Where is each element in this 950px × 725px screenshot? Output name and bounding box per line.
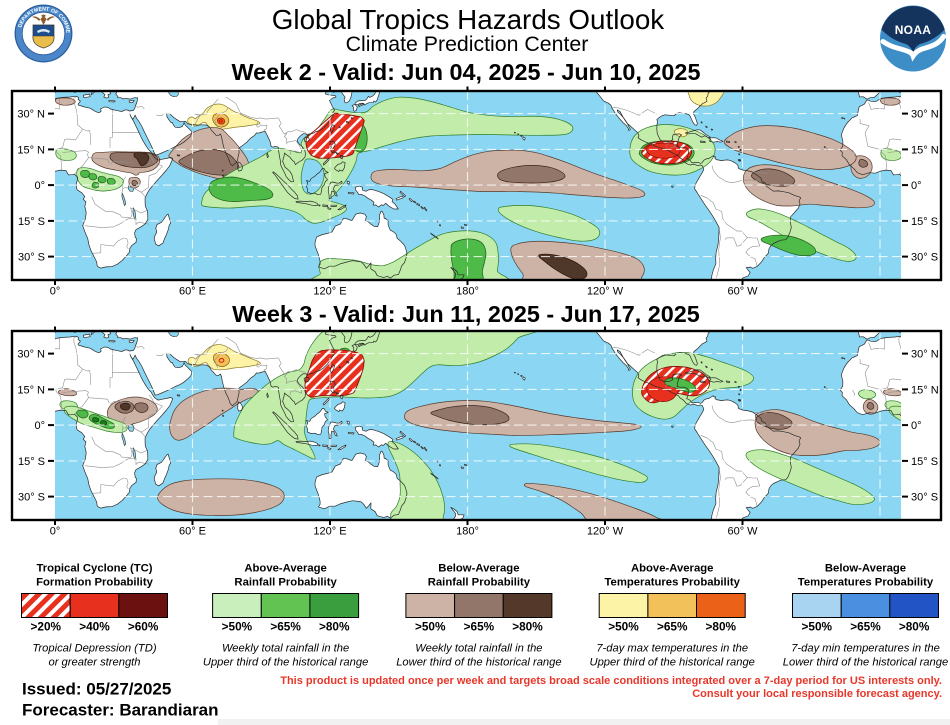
svg-text:120° E: 120° E — [313, 286, 346, 298]
svg-text:15° S: 15° S — [18, 456, 45, 468]
svg-text:60° E: 60° E — [179, 526, 206, 538]
svg-text:0°: 0° — [50, 286, 61, 298]
svg-text:Temperatures Probability: Temperatures Probability — [798, 577, 934, 589]
svg-text:120° W: 120° W — [587, 526, 624, 538]
svg-text:>65%: >65% — [270, 620, 301, 634]
svg-text:15° N: 15° N — [911, 384, 939, 396]
svg-text:Global Tropics Hazards Outlook: Global Tropics Hazards Outlook — [272, 4, 665, 35]
svg-text:0°: 0° — [34, 420, 45, 432]
svg-text:>80%: >80% — [512, 620, 543, 634]
svg-text:60° E: 60° E — [179, 286, 206, 298]
svg-text:Weekly total rainfall in the: Weekly total rainfall in the — [222, 643, 349, 655]
svg-text:30° N: 30° N — [911, 109, 939, 121]
svg-text:Rainfall Probability: Rainfall Probability — [428, 577, 531, 589]
svg-text:>50%: >50% — [802, 620, 833, 634]
svg-text:0°: 0° — [50, 526, 61, 538]
svg-text:Lower third of the historical: Lower third of the historical range — [396, 657, 561, 669]
svg-text:Above-Average: Above-Average — [244, 563, 326, 575]
svg-text:>65%: >65% — [657, 620, 688, 634]
svg-text:Climate Prediction Center: Climate Prediction Center — [346, 32, 589, 56]
svg-text:7-day max temperatures in the: 7-day max temperatures in the — [596, 643, 748, 655]
svg-text:Formation Probability: Formation Probability — [36, 577, 153, 589]
svg-text:Upper third of the historical: Upper third of the historical range — [589, 657, 754, 669]
svg-text:Lower third of the historical: Lower third of the historical range — [783, 657, 948, 669]
svg-text:>40%: >40% — [79, 620, 110, 634]
svg-text:Tropical Cyclone (TC): Tropical Cyclone (TC) — [36, 563, 152, 575]
svg-text:120° E: 120° E — [313, 526, 346, 538]
svg-text:0°: 0° — [34, 180, 45, 192]
svg-text:30° N: 30° N — [911, 349, 939, 361]
svg-text:Upper third of the historical: Upper third of the historical range — [203, 657, 368, 669]
svg-text:30° S: 30° S — [18, 492, 45, 504]
svg-text:>80%: >80% — [319, 620, 350, 634]
svg-text:30° S: 30° S — [911, 252, 938, 264]
svg-text:>80%: >80% — [899, 620, 930, 634]
svg-text:120° W: 120° W — [587, 286, 624, 298]
svg-text:0°: 0° — [911, 420, 922, 432]
svg-text:Forecaster: Barandiaran: Forecaster: Barandiaran — [22, 701, 219, 720]
svg-text:15° N: 15° N — [911, 144, 939, 156]
svg-text:15° S: 15° S — [911, 216, 938, 228]
svg-text:30° N: 30° N — [17, 349, 45, 361]
svg-text:Rainfall Probability: Rainfall Probability — [234, 577, 337, 589]
svg-text:30° S: 30° S — [911, 492, 938, 504]
svg-text:Above-Average: Above-Average — [631, 563, 713, 575]
svg-text:Weekly total rainfall in the: Weekly total rainfall in the — [415, 643, 542, 655]
svg-text:30° S: 30° S — [18, 252, 45, 264]
svg-text:15° S: 15° S — [18, 216, 45, 228]
svg-text:>20%: >20% — [31, 620, 62, 634]
svg-text:>50%: >50% — [222, 620, 253, 634]
svg-text:NOAA: NOAA — [895, 23, 932, 37]
svg-text:>65%: >65% — [850, 620, 881, 634]
svg-text:Below-Average: Below-Average — [438, 563, 519, 575]
svg-text:180°: 180° — [456, 286, 479, 298]
svg-text:>50%: >50% — [608, 620, 639, 634]
svg-text:Issued: 05/27/2025: Issued: 05/27/2025 — [22, 680, 171, 699]
svg-text:15° N: 15° N — [17, 384, 45, 396]
svg-text:>80%: >80% — [706, 620, 737, 634]
svg-text:7-day min temperatures in the: 7-day min temperatures in the — [791, 643, 940, 655]
svg-text:>60%: >60% — [128, 620, 159, 634]
svg-text:Temperatures Probability: Temperatures Probability — [604, 577, 740, 589]
svg-text:15° N: 15° N — [17, 144, 45, 156]
svg-text:180°: 180° — [456, 526, 479, 538]
svg-text:60° W: 60° W — [727, 526, 758, 538]
svg-text:>65%: >65% — [464, 620, 495, 634]
svg-text:Week 2 - Valid: Jun 04, 2025 -: Week 2 - Valid: Jun 04, 2025 - Jun 10, 2… — [232, 59, 701, 85]
svg-text:This product is updated once p: This product is updated once per week an… — [280, 675, 942, 687]
svg-text:Week 3 - Valid: Jun 11, 2025 -: Week 3 - Valid: Jun 11, 2025 - Jun 17, 2… — [232, 301, 700, 327]
svg-text:60° W: 60° W — [727, 286, 758, 298]
svg-text:15° S: 15° S — [911, 456, 938, 468]
svg-text:>50%: >50% — [415, 620, 446, 634]
svg-text:0°: 0° — [911, 180, 922, 192]
svg-text:Consult your local responsible: Consult your local responsible forecast … — [692, 688, 942, 700]
svg-text:30° N: 30° N — [17, 109, 45, 121]
svg-text:or greater strength: or greater strength — [48, 657, 140, 669]
svg-text:Below-Average: Below-Average — [825, 563, 906, 575]
svg-text:Tropical Depression (TD): Tropical Depression (TD) — [32, 643, 156, 655]
